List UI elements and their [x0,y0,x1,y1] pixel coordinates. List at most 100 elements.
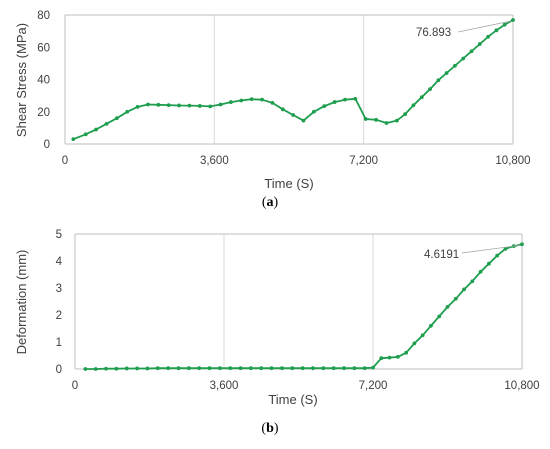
chart-b-data-point [503,246,508,251]
chart-a-data-point [125,109,130,114]
chart-b-series [83,242,524,371]
chart-b-data-point [217,366,222,371]
chart-a-annotation-leader [457,20,512,33]
chart-a-data-point [444,71,449,75]
chart-a-data-point [494,28,499,33]
chart-a-data-point [280,107,285,112]
chart-b-data-point [259,366,264,371]
chart-b-data-point [93,367,98,371]
chart-b-ticks: 0 1 2 3 4 5 0 3,600 7,200 10,800 [56,229,540,392]
chart-a-data-point [83,132,88,137]
chart-a-data-point [166,103,171,108]
chart-b-series-line [85,243,523,370]
chart-a-annotation-label: 76.893 [416,27,451,39]
chart-a-data-point [249,97,254,102]
chart-a-data-point [239,98,244,103]
chart-a-xtick-label: 10,800 [495,155,530,167]
chart-a-data-point [394,118,399,123]
chart-b-xtick-label: 3,600 [210,380,239,392]
chart-a-data-point [71,137,76,142]
chart-b-panel-letter: b [266,421,274,436]
chart-b-data-point [238,366,243,371]
chart-b-data-point [412,341,417,346]
chart-a-data-point [374,117,379,122]
chart-a-xtick-label: 0 [62,155,68,167]
chart-a-panel-close: ) [274,195,279,210]
chart-a-data-point [156,102,161,107]
chart-b-data-point [352,366,357,371]
chart-a-data-point [477,42,482,46]
chart-a-ticks: 0 20 40 60 80 0 3,600 7,200 10,800 [37,10,530,167]
chart-b-data-point [462,287,466,292]
chart-a-data-point [260,97,264,102]
chart-b-data-point [445,305,450,309]
chart-b-data-point [486,261,491,266]
chart-b-ytick-label: 4 [56,256,63,268]
chart-b-data-point [520,242,524,247]
chart-a-data-point [177,103,181,108]
chart-a-panel-letter: a [267,195,274,210]
chart-a-data-point [301,118,306,123]
chart-a-xtick-label: 7,200 [349,155,378,167]
chart-b-data-point [290,366,295,371]
chart-b-data-point [300,366,305,371]
chart-b-data-point [166,366,171,371]
chart-a-data-point [270,100,275,105]
chart-a-ytick-label: 20 [37,107,50,119]
chart-a-data-point [104,121,109,126]
chart-a-data-point [146,102,150,107]
chart-b-data-point [280,366,284,371]
chart-b-data-point [311,366,315,371]
shear-stress-chart: 0 20 40 60 80 0 3,600 7,200 10,800 76.893 Time (… [14,10,531,210]
chart-b-data-point [145,366,150,371]
chart-a-data-point [229,100,233,104]
chart-a-data-point [94,127,99,132]
chart-b-data-point [404,350,409,355]
chart-a-panel-open: ( [262,195,267,210]
chart-b-data-point [83,367,88,371]
chart-a-grid [213,15,365,144]
chart-a-xtick-label: 3,600 [200,155,229,167]
chart-b-data-point [387,355,392,360]
chart-a-data-point [419,95,424,100]
chart-a-data-point [197,104,202,108]
chart-a-ytick-label: 40 [37,75,50,87]
chart-a-data-point [436,78,441,83]
chart-b-data-point [437,314,442,319]
chart-a-data-point [187,103,192,108]
chart-b-grid [223,234,374,369]
chart-b-data-point [186,366,191,371]
chart-a-data-point [343,97,347,102]
chart-b-ytick-label: 3 [56,283,62,295]
chart-b-data-point [395,354,400,359]
chart-b-ylabel: Deformation (mm) [14,250,29,355]
chart-b-data-point [124,366,129,371]
chart-a-data-point [353,96,358,101]
chart-b-data-point [371,365,375,370]
chart-b-data-point [495,253,500,258]
chart-a-data-point [208,104,213,109]
chart-a-data-point [502,22,507,27]
chart-b-data-point [331,366,336,371]
chart-b-panel-label: (b) [261,421,278,436]
chart-a-series [71,18,515,142]
chart-a-ytick-label: 80 [37,10,50,22]
chart-a-data-point [114,116,119,121]
chart-b-data-point [197,366,202,371]
chart-b-data-point [269,366,274,371]
chart-a-series-line [72,19,514,141]
chart-a-data-point [384,121,389,125]
chart-a-data-point [135,105,140,109]
chart-b-data-point [478,269,483,274]
chart-a-data-point [218,102,223,107]
chart-a-data-point [511,18,515,22]
chart-b-ytick-label: 1 [56,337,62,349]
chart-a-data-point [403,112,408,117]
chart-b-data-point [228,366,233,371]
chart-b-ytick-label: 5 [56,229,62,241]
chart-b-data-point [321,366,326,371]
chart-a-panel-label: (a) [262,195,279,210]
chart-b-data-point [429,323,433,328]
chart-b-ytick-label: 2 [56,310,62,322]
